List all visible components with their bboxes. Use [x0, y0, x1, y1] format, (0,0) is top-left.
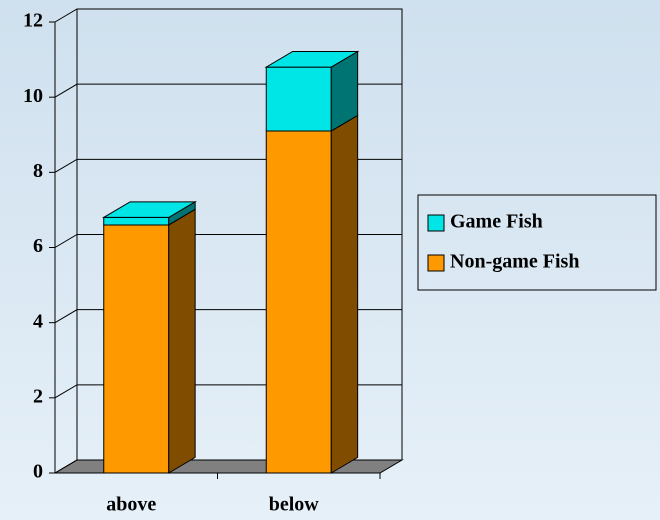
x-tick-label: below	[269, 494, 320, 516]
legend-swatch	[427, 214, 445, 232]
bar-segment	[264, 50, 360, 132]
bar-top	[264, 51, 360, 68]
legend-box	[417, 194, 657, 291]
bar-segment	[103, 208, 196, 474]
bar-top	[101, 201, 197, 218]
y-tick-label: 4	[33, 310, 43, 332]
y-tick-label: 8	[33, 160, 43, 182]
grid-line	[54, 8, 402, 23]
y-tick-label: 6	[33, 235, 43, 257]
bar-side	[330, 114, 359, 474]
bar-segment	[101, 200, 197, 226]
y-tick-label: 0	[33, 461, 43, 483]
x-tick-label: above	[106, 494, 156, 516]
y-tick-label: 10	[23, 85, 43, 107]
bar-front	[103, 224, 170, 474]
legend-label: Non-game Fish	[450, 251, 579, 273]
bar-front	[103, 216, 170, 226]
legend-swatch	[427, 254, 445, 272]
bar-front	[265, 66, 332, 132]
bar-front	[265, 130, 332, 474]
y-tick-label: 2	[33, 385, 43, 407]
bar-side	[168, 208, 196, 474]
legend-label: Game Fish	[450, 211, 543, 233]
bar-segment	[265, 114, 359, 474]
y-tick-label: 12	[23, 10, 43, 32]
